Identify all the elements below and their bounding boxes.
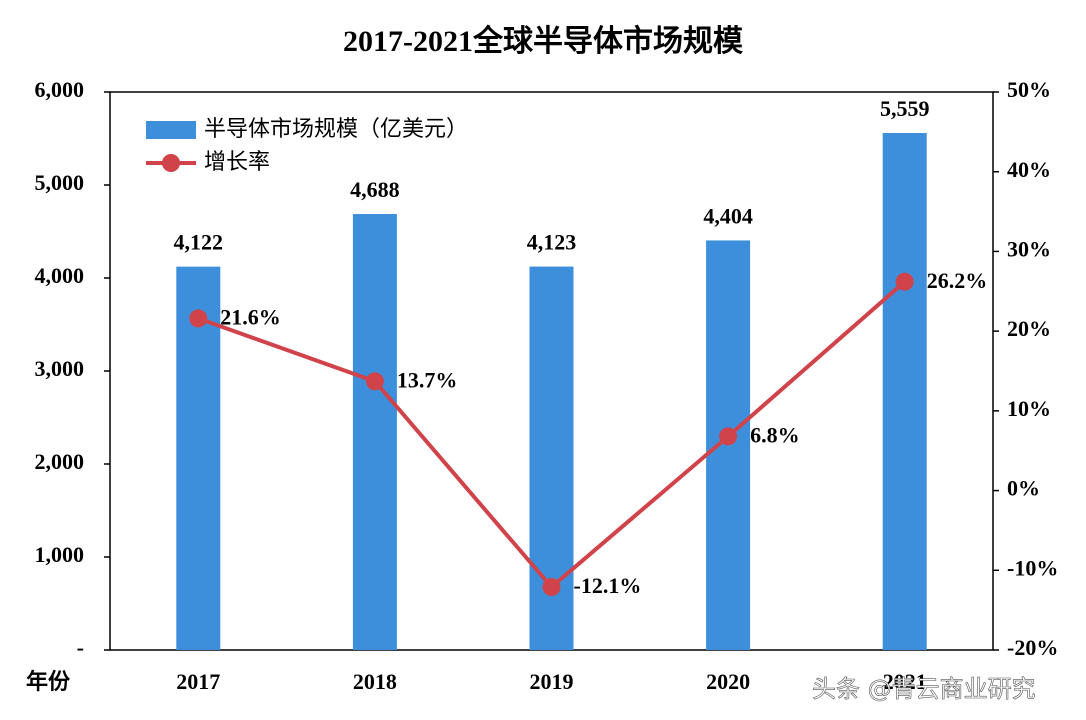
bar-value-label: 4,123 (527, 230, 577, 255)
y2-tick-label: -10% (1007, 555, 1058, 580)
bar-value-label: 4,122 (174, 230, 224, 255)
y2-tick-label: -20% (1007, 635, 1058, 660)
line-marker (895, 272, 914, 291)
legend-swatch (162, 154, 180, 172)
x-tick-label: 2020 (706, 669, 750, 694)
bar (352, 214, 397, 651)
line-marker (189, 309, 208, 328)
y-tick-label: 5,000 (35, 170, 85, 195)
y-tick-label: 4,000 (35, 263, 85, 288)
bar (882, 133, 927, 650)
line-value-label: 21.6% (220, 304, 280, 329)
x-tick-label: 2017 (176, 669, 220, 694)
line-value-label: 13.7% (397, 367, 458, 392)
y2-tick-label: 50% (1007, 77, 1051, 102)
y-tick-label: - (77, 635, 84, 660)
bar (176, 266, 221, 650)
y-tick-label: 2,000 (35, 449, 85, 474)
legend-label: 增长率 (204, 150, 270, 175)
y-tick-label: 3,000 (35, 356, 85, 381)
y2-tick-label: 0% (1007, 476, 1040, 501)
y2-tick-label: 10% (1007, 396, 1051, 421)
line-marker (719, 427, 738, 446)
bar-value-label: 4,404 (703, 203, 753, 228)
legend-label: 半导体市场规模（亿美元） (204, 117, 468, 142)
line-marker (365, 372, 384, 391)
line-value-label: 6.8% (750, 422, 800, 447)
y-tick-label: 6,000 (35, 77, 85, 102)
line-value-label: 26.2% (927, 268, 988, 293)
watermark: 头条 @青云商业研究 (812, 675, 1036, 703)
x-tick-label: 2018 (353, 669, 397, 694)
line-marker (542, 578, 561, 597)
legend-swatch (146, 121, 196, 139)
bar-value-label: 5,559 (880, 96, 930, 121)
y2-tick-label: 30% (1007, 236, 1051, 261)
x-axis-label: 年份 (26, 669, 71, 694)
y2-tick-label: 40% (1007, 157, 1051, 182)
y-tick-label: 1,000 (35, 542, 85, 567)
line-value-label: -12.1% (574, 573, 642, 598)
chart-title: 2017-2021全球半导体市场规模 (343, 24, 743, 58)
x-tick-label: 2021 (883, 669, 927, 694)
bar-value-label: 4,688 (350, 177, 400, 202)
y2-tick-label: 20% (1007, 316, 1051, 341)
x-tick-label: 2019 (530, 669, 574, 694)
